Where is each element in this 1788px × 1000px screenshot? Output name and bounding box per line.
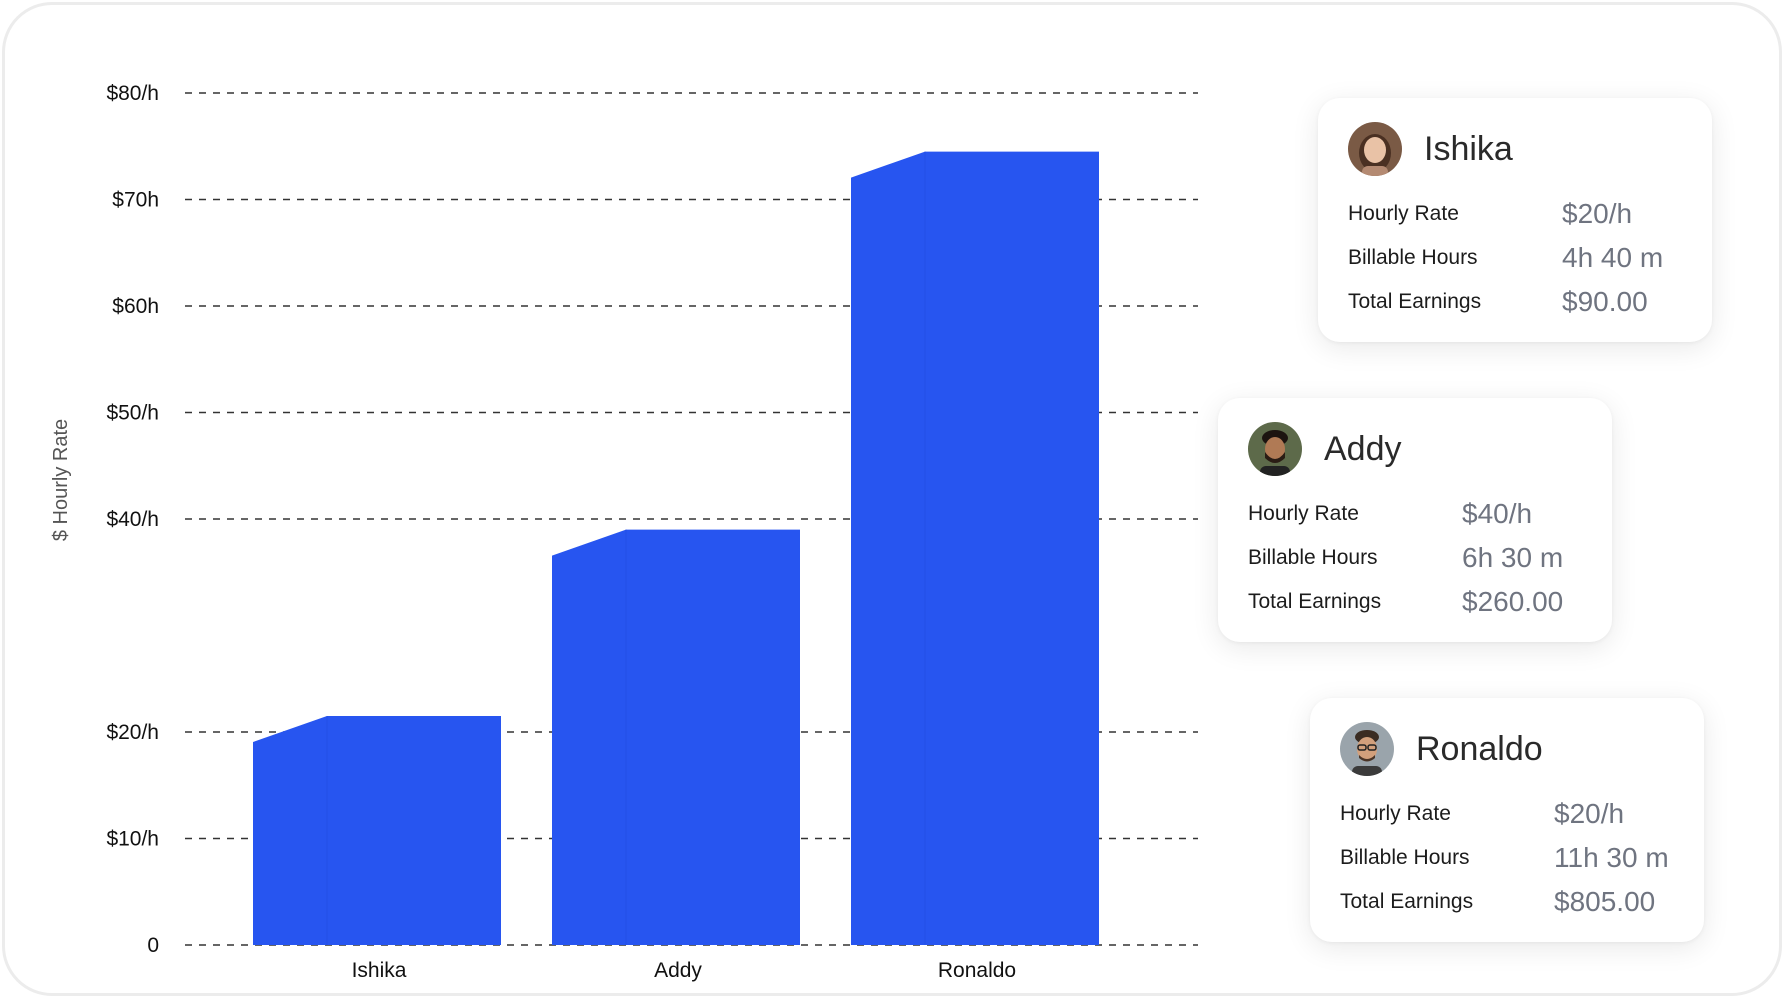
y-tick-label: $60h bbox=[112, 295, 159, 318]
hourly-rate-bar-chart: 0 $10/h $20/h $40/h $50/h $60h $70h $80/h Ishik… bbox=[50, 82, 1198, 982]
row-value: $20/h bbox=[1554, 798, 1625, 829]
y-tick-label: $10/h bbox=[106, 828, 159, 851]
total-earnings-row: Total Earnings $260.00 bbox=[1248, 580, 1582, 624]
row-value: 11h 30 m bbox=[1554, 842, 1669, 873]
row-value: 4h 40 m bbox=[1562, 242, 1664, 273]
card-name: Ishika bbox=[1424, 129, 1513, 168]
x-category-label: Ronaldo bbox=[938, 959, 1016, 982]
billable-hours-row: Billable Hours 11h 30 m bbox=[1340, 836, 1674, 880]
y-tick-label: $70h bbox=[112, 189, 159, 212]
y-axis-label: $ Hourly Rate bbox=[50, 419, 72, 541]
row-label: Billable Hours bbox=[1348, 246, 1478, 269]
row-value: $805.00 bbox=[1554, 886, 1656, 917]
bar-ishika[interactable] bbox=[253, 716, 501, 945]
addy-avatar bbox=[1248, 422, 1302, 476]
row-label: Hourly Rate bbox=[1248, 502, 1359, 525]
employee-card-ronaldo[interactable]: Ronaldo Hourly Rate $20/h Billable Hours… bbox=[1310, 698, 1704, 942]
row-label: Total Earnings bbox=[1340, 890, 1474, 913]
y-tick-label: $50/h bbox=[106, 402, 159, 425]
card-name: Ronaldo bbox=[1416, 729, 1543, 768]
total-earnings-row: Total Earnings $805.00 bbox=[1340, 880, 1674, 924]
row-label: Hourly Rate bbox=[1348, 202, 1459, 225]
row-label: Billable Hours bbox=[1248, 546, 1378, 569]
row-value: $20/h bbox=[1562, 198, 1633, 229]
hourly-rate-row: Hourly Rate $20/h bbox=[1340, 792, 1674, 836]
row-value: $90.00 bbox=[1562, 286, 1648, 317]
ronaldo-avatar bbox=[1340, 722, 1394, 776]
total-earnings-row: Total Earnings $90.00 bbox=[1348, 280, 1682, 324]
billable-hours-row: Billable Hours 6h 30 m bbox=[1248, 536, 1582, 580]
card-name: Addy bbox=[1324, 429, 1402, 468]
hourly-rate-row: Hourly Rate $20/h bbox=[1348, 192, 1682, 236]
x-category-label: Ishika bbox=[352, 959, 407, 982]
y-tick-label: 0 bbox=[147, 934, 159, 957]
y-tick-label: $80/h bbox=[106, 82, 159, 105]
employee-card-ishika[interactable]: Ishika Hourly Rate $20/h Billable Hours … bbox=[1318, 98, 1712, 342]
y-tick-label: $20/h bbox=[106, 721, 159, 744]
row-value: 6h 30 m bbox=[1462, 542, 1564, 573]
y-tick-label: $40/h bbox=[106, 508, 159, 531]
x-axis-categories: Ishika Addy Ronaldo bbox=[352, 959, 1017, 982]
bars bbox=[253, 151, 1099, 945]
row-value: $40/h bbox=[1462, 498, 1533, 529]
hourly-rate-row: Hourly Rate $40/h bbox=[1248, 492, 1582, 536]
row-label: Billable Hours bbox=[1340, 846, 1470, 869]
row-label: Hourly Rate bbox=[1340, 802, 1451, 825]
bar-ronaldo[interactable] bbox=[851, 151, 1099, 945]
row-label: Total Earnings bbox=[1348, 290, 1482, 313]
y-axis-ticks: 0 $10/h $20/h $40/h $50/h $60h $70h $80/h bbox=[106, 82, 159, 957]
ishika-avatar bbox=[1348, 122, 1402, 176]
row-label: Total Earnings bbox=[1248, 590, 1382, 613]
row-value: $260.00 bbox=[1462, 586, 1564, 617]
x-category-label: Addy bbox=[654, 959, 702, 982]
billable-hours-row: Billable Hours 4h 40 m bbox=[1348, 236, 1682, 280]
employee-card-addy[interactable]: Addy Hourly Rate $40/h Billable Hours 6h… bbox=[1218, 398, 1612, 642]
bar-addy[interactable] bbox=[552, 529, 800, 945]
